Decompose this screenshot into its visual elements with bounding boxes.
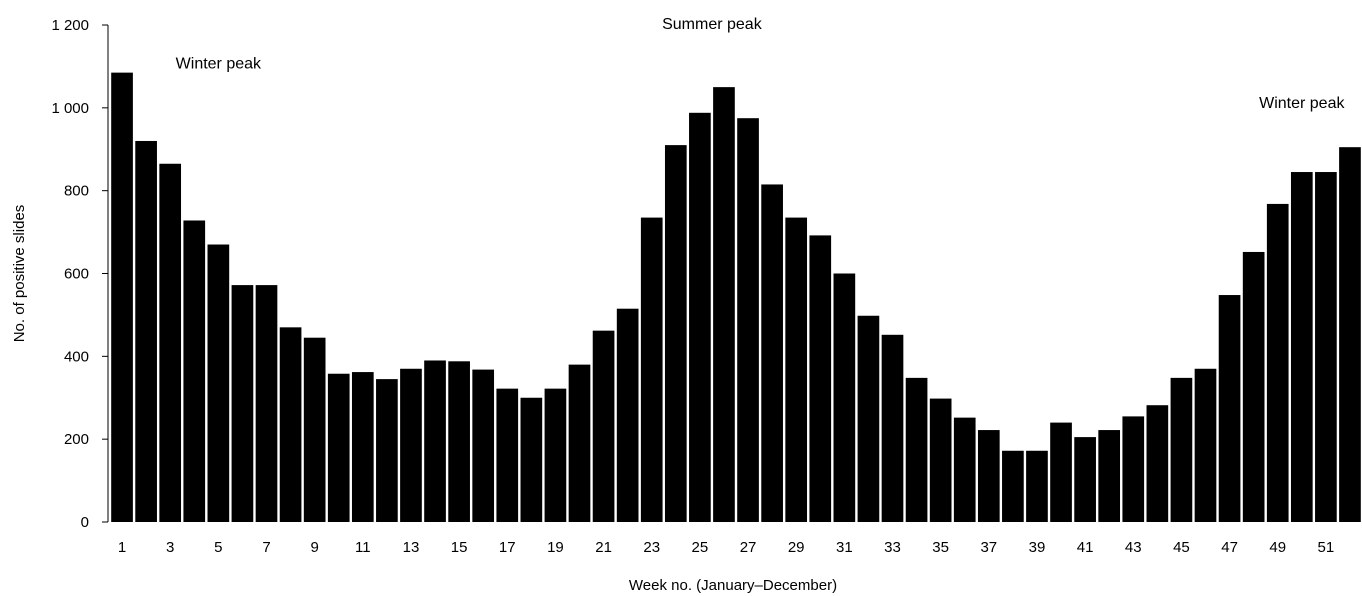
x-tick-label: 15 — [451, 539, 468, 556]
x-tick-label: 5 — [214, 539, 222, 556]
bar-week-42 — [1098, 430, 1121, 522]
x-tick-label: 23 — [643, 539, 660, 556]
y-tick-label: 0 — [81, 514, 89, 531]
bar-week-51 — [1315, 172, 1337, 522]
annotation-winter-peak-3: Winter peak — [1259, 95, 1345, 112]
bar-week-45 — [1170, 377, 1193, 522]
bar-week-12 — [376, 379, 398, 522]
x-tick-label: 43 — [1125, 539, 1142, 556]
x-tick-label: 1 — [118, 539, 126, 556]
bar-week-49 — [1266, 203, 1289, 523]
bar-week-3 — [159, 163, 182, 522]
bar-week-2 — [135, 140, 157, 522]
bar-week-43 — [1122, 416, 1145, 522]
bar-week-22 — [616, 308, 639, 522]
y-axis-title: No. of positive slides — [11, 205, 28, 343]
bar-week-50 — [1290, 172, 1313, 522]
annotations: Winter peak Summer peak Winter peak — [176, 16, 1346, 112]
bar-week-46 — [1194, 368, 1217, 522]
bar-week-10 — [327, 373, 350, 522]
y-tick-label: 1 000 — [51, 100, 89, 117]
bar-week-26 — [713, 87, 735, 523]
y-tick-label: 200 — [64, 431, 89, 448]
bar-week-40 — [1050, 422, 1072, 522]
bar-week-39 — [1026, 450, 1048, 522]
bar-week-19 — [544, 388, 567, 522]
y-tick-label: 400 — [64, 348, 89, 365]
x-tick-label: 37 — [980, 539, 997, 556]
x-tick-label: 27 — [740, 539, 757, 556]
bars-group — [111, 72, 1361, 523]
y-tick-label: 600 — [64, 266, 89, 283]
bar-week-34 — [905, 377, 928, 522]
bar-week-24 — [664, 145, 687, 523]
bar-week-11 — [351, 372, 374, 522]
x-tick-label: 33 — [884, 539, 901, 556]
bar-week-23 — [640, 217, 663, 522]
bar-week-37 — [977, 430, 1000, 522]
bar-week-4 — [183, 220, 206, 523]
x-tick-label: 25 — [692, 539, 709, 556]
x-tick-label: 41 — [1077, 539, 1094, 556]
bar-week-15 — [448, 361, 470, 522]
x-axis: 1 3 5 7 9 11 13 15 17 19 21 23 25 27 29 31 33 35 37 39 41 43 4… — [118, 539, 1334, 556]
bar-week-38 — [1002, 450, 1024, 522]
bar-week-47 — [1218, 295, 1241, 522]
bar-week-44 — [1146, 405, 1169, 522]
bar-week-31 — [833, 273, 856, 522]
bar-week-27 — [737, 118, 759, 522]
bar-week-14 — [424, 360, 446, 522]
bar-week-20 — [568, 364, 591, 522]
bar-week-8 — [279, 327, 302, 522]
bar-week-41 — [1074, 437, 1096, 522]
x-axis-title: Week no. (January–December) — [629, 577, 837, 594]
bar-week-1 — [111, 72, 133, 522]
bar-week-9 — [303, 337, 326, 522]
x-tick-label: 49 — [1269, 539, 1286, 556]
x-tick-label: 3 — [166, 539, 174, 556]
bar-week-29 — [785, 217, 808, 522]
x-tick-label: 31 — [836, 539, 853, 556]
bar-week-35 — [929, 398, 952, 522]
bar-week-7 — [255, 285, 278, 522]
y-tick-label: 800 — [64, 183, 89, 200]
x-tick-label: 21 — [595, 539, 612, 556]
bar-week-25 — [689, 112, 711, 523]
bar-week-21 — [592, 330, 615, 522]
x-tick-label: 47 — [1221, 539, 1238, 556]
bar-week-32 — [857, 315, 880, 522]
bar-week-16 — [472, 369, 495, 522]
bar-week-36 — [953, 417, 976, 522]
x-tick-label: 51 — [1318, 539, 1335, 556]
y-axis: 0 200 400 600 800 1 000 1 200 — [51, 17, 108, 531]
bar-week-13 — [400, 368, 422, 522]
x-tick-label: 7 — [262, 539, 270, 556]
x-tick-label: 13 — [403, 539, 420, 556]
bar-week-33 — [881, 334, 904, 522]
x-tick-label: 17 — [499, 539, 516, 556]
annotation-winter-peak-1: Winter peak — [176, 55, 262, 72]
bar-week-30 — [809, 235, 832, 522]
x-tick-label: 35 — [932, 539, 949, 556]
bar-week-18 — [520, 397, 543, 522]
x-tick-label: 45 — [1173, 539, 1190, 556]
x-tick-label: 19 — [547, 539, 564, 556]
x-tick-label: 39 — [1029, 539, 1046, 556]
x-tick-label: 11 — [355, 539, 371, 556]
x-tick-label: 9 — [310, 539, 318, 556]
bar-week-52 — [1339, 147, 1361, 522]
annotation-summer-peak-2: Summer peak — [662, 16, 763, 33]
bar-week-48 — [1242, 251, 1265, 522]
bar-week-6 — [231, 285, 254, 522]
x-tick-label: 29 — [788, 539, 805, 556]
y-tick-label: 1 200 — [51, 17, 89, 34]
bar-week-5 — [207, 244, 230, 522]
bar-week-17 — [496, 388, 519, 522]
bar-week-28 — [761, 184, 783, 522]
